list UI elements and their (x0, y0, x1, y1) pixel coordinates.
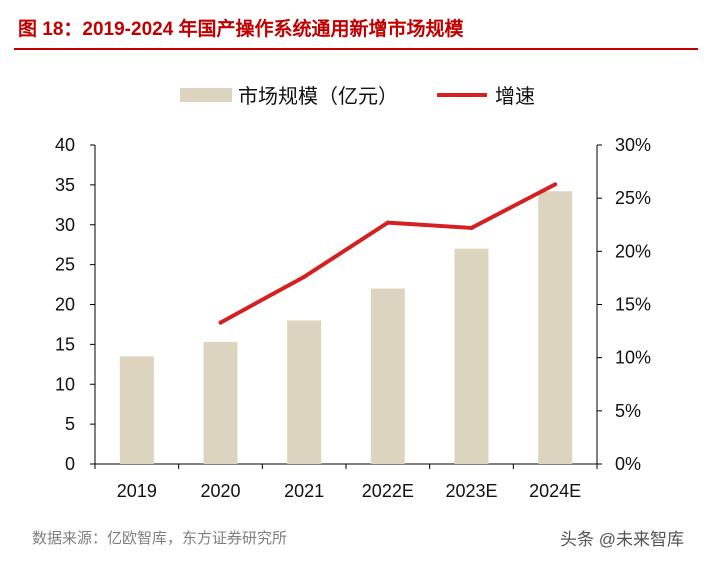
legend-label-market-size: 市场规模（亿元） (238, 86, 398, 108)
bar (454, 248, 489, 464)
growth-point (218, 320, 223, 325)
y-left-tick-label: 40 (55, 135, 75, 155)
y-left-tick-label: 15 (55, 334, 75, 354)
bar (203, 341, 238, 464)
y-left-tick-label: 30 (55, 215, 75, 235)
y-right-tick-label: 5% (615, 401, 641, 421)
growth-point (469, 225, 474, 230)
y-right-tick-label: 25% (615, 188, 651, 208)
x-tick-label: 2022E (362, 481, 414, 501)
growth-point (302, 274, 307, 279)
bar (538, 191, 573, 464)
y-left-tick-label: 10 (55, 374, 75, 394)
chart-title: 图 18：2019-2024 年国产操作系统通用新增市场规模 (18, 19, 464, 40)
y-right-tick-label: 20% (615, 241, 651, 261)
x-tick-label: 2024E (529, 481, 581, 501)
legend-label-growth: 增速 (495, 86, 535, 108)
x-tick-label: 2019 (117, 481, 157, 501)
growth-point (385, 220, 390, 225)
legend-bar-swatch (180, 87, 232, 102)
bar (119, 356, 154, 464)
bar (287, 320, 322, 464)
y-right-tick-label: 15% (615, 295, 651, 315)
legend-line-swatch (437, 92, 487, 97)
y-right-tick-label: 0% (615, 454, 641, 474)
y-left-tick-label: 5 (65, 414, 75, 434)
source-note: 数据来源：亿欧智库，东方证券研究所 (32, 530, 288, 547)
x-tick-label: 2021 (284, 481, 324, 501)
bar (370, 288, 405, 464)
y-left-tick-label: 20 (55, 295, 75, 315)
x-tick-label: 2020 (200, 481, 240, 501)
y-right-tick-label: 30% (615, 135, 651, 155)
growth-point (553, 182, 558, 187)
legend-item-market-size: 市场规模（亿元） (180, 80, 398, 109)
watermark: 头条 @未来智库 (560, 530, 684, 549)
y-left-tick-label: 35 (55, 175, 75, 195)
legend-item-growth: 增速 (437, 80, 535, 109)
y-left-tick-label: 0 (65, 454, 75, 474)
y-left-tick-label: 25 (55, 255, 75, 275)
title-bar (14, 8, 698, 50)
legend: 市场规模（亿元） 增速 (0, 80, 709, 110)
x-tick-label: 2023E (445, 481, 497, 501)
y-right-tick-label: 10% (615, 348, 651, 368)
